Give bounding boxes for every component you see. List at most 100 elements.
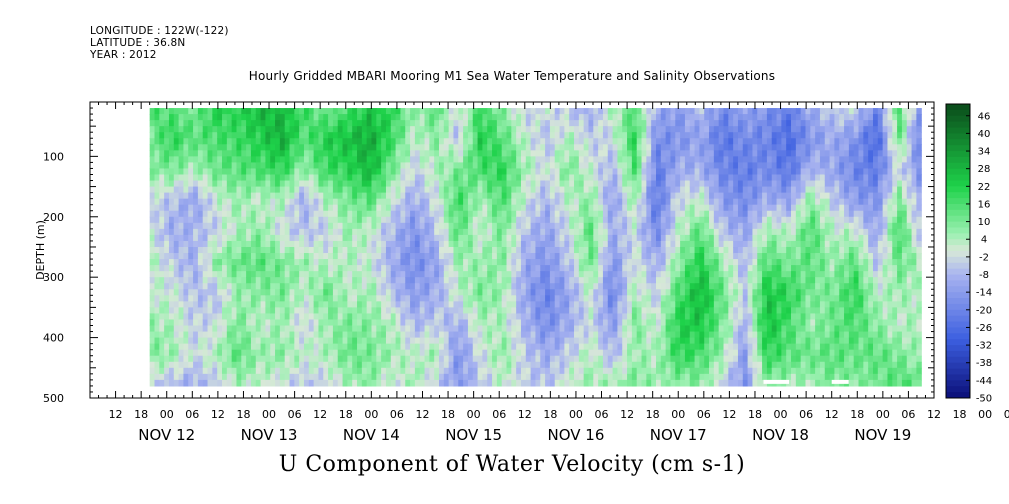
heatmap-cell [361,271,368,278]
heatmap-cell [250,114,257,121]
heatmap-cell [332,367,339,375]
heatmap-cell [352,156,358,164]
heatmap-cell [593,192,599,200]
heatmap-cell [434,228,440,236]
heatmap-cell [275,349,281,357]
heatmap-cell [390,174,397,182]
heatmap-cell [337,240,344,248]
heatmap-cell [323,132,329,139]
heatmap-cell [231,361,238,369]
heatmap-cell [352,240,358,248]
heatmap-cell [554,108,561,115]
heatmap-cell [357,198,363,206]
heatmap-cell [477,349,483,357]
heatmap-cell [164,174,170,182]
heatmap-cell [231,379,238,387]
heatmap-cell [347,108,353,115]
heatmap-cell [265,228,271,236]
heatmap-cell [361,180,368,188]
heatmap-cell [467,325,474,333]
heatmap-cell [511,120,517,127]
heatmap-cell [646,319,652,327]
heatmap-cell [631,210,638,218]
heatmap-cell [511,289,517,296]
heatmap-cell [612,367,619,375]
heatmap-cell [236,240,242,248]
heatmap-cell [357,168,363,176]
heatmap-cell [231,295,238,302]
heatmap-cell [207,343,213,351]
heatmap-cell [357,337,363,345]
heatmap-cell [265,240,271,248]
heatmap-cell [429,289,435,296]
heatmap-cell [265,192,271,200]
heatmap-cell [173,349,180,357]
heatmap-cell [646,216,652,224]
heatmap-cell [366,355,373,363]
heatmap-cell [294,283,300,290]
heatmap-cell [530,313,537,321]
heatmap-cell [665,361,672,369]
heatmap-cell [622,138,628,145]
heatmap-cell [622,234,628,242]
heatmap-cell [540,301,546,308]
heatmap-cell [318,210,324,218]
heatmap-cell [598,373,604,381]
heatmap-cell [467,337,474,345]
heatmap-cell [366,228,373,236]
heatmap-cell [506,361,512,369]
heatmap-cell [525,361,532,369]
heatmap-cell [149,289,156,296]
heatmap-cell [202,210,209,218]
heatmap-cell [405,277,411,284]
heatmap-cell [308,240,315,248]
heatmap-cell [496,222,503,230]
heatmap-cell [246,204,252,212]
heatmap-cell [535,198,541,206]
heatmap-cell [453,234,459,242]
heatmap-cell [260,216,266,224]
heatmap-cell [631,198,638,206]
heatmap-cell [665,307,672,315]
heatmap-cell [578,180,585,188]
heatmap-cell [583,271,590,278]
heatmap-cell [463,331,469,339]
heatmap-cell [270,156,276,164]
heatmap-cell [530,228,537,236]
heatmap-cell [231,246,238,254]
heatmap-cell [612,379,619,387]
heatmap-cell [154,192,160,200]
heatmap-cell [381,283,387,290]
heatmap-cell [564,174,570,182]
heatmap-cell [323,337,329,345]
heatmap-cell [197,222,204,230]
heatmap-cell [477,198,483,206]
heatmap-cell [487,295,493,302]
heatmap-cell [318,150,324,157]
heatmap-cell [246,138,252,145]
heatmap-cell [183,186,189,194]
heatmap-cell [463,240,469,248]
heatmap-cell [366,114,373,121]
heatmap-cell [467,120,474,127]
heatmap-cell [463,325,469,333]
heatmap-cell [439,277,445,284]
heatmap-cell [622,301,628,308]
heatmap-cell [578,108,585,115]
heatmap-cell [607,277,614,284]
heatmap-cell [255,283,262,290]
heatmap-cell [217,246,223,254]
heatmap-cell [323,253,329,260]
heatmap-cell [207,240,213,248]
heatmap-cell [188,180,194,188]
heatmap-cell [303,156,310,164]
heatmap-cell [612,259,619,266]
heatmap-cell [390,108,397,115]
heatmap-cell [381,265,387,272]
heatmap-cell [535,192,541,200]
heatmap-cell [366,192,373,200]
heatmap-cell [477,174,483,182]
heatmap-cell [289,271,295,278]
heatmap-cell [366,259,373,266]
heatmap-cell [255,277,262,284]
